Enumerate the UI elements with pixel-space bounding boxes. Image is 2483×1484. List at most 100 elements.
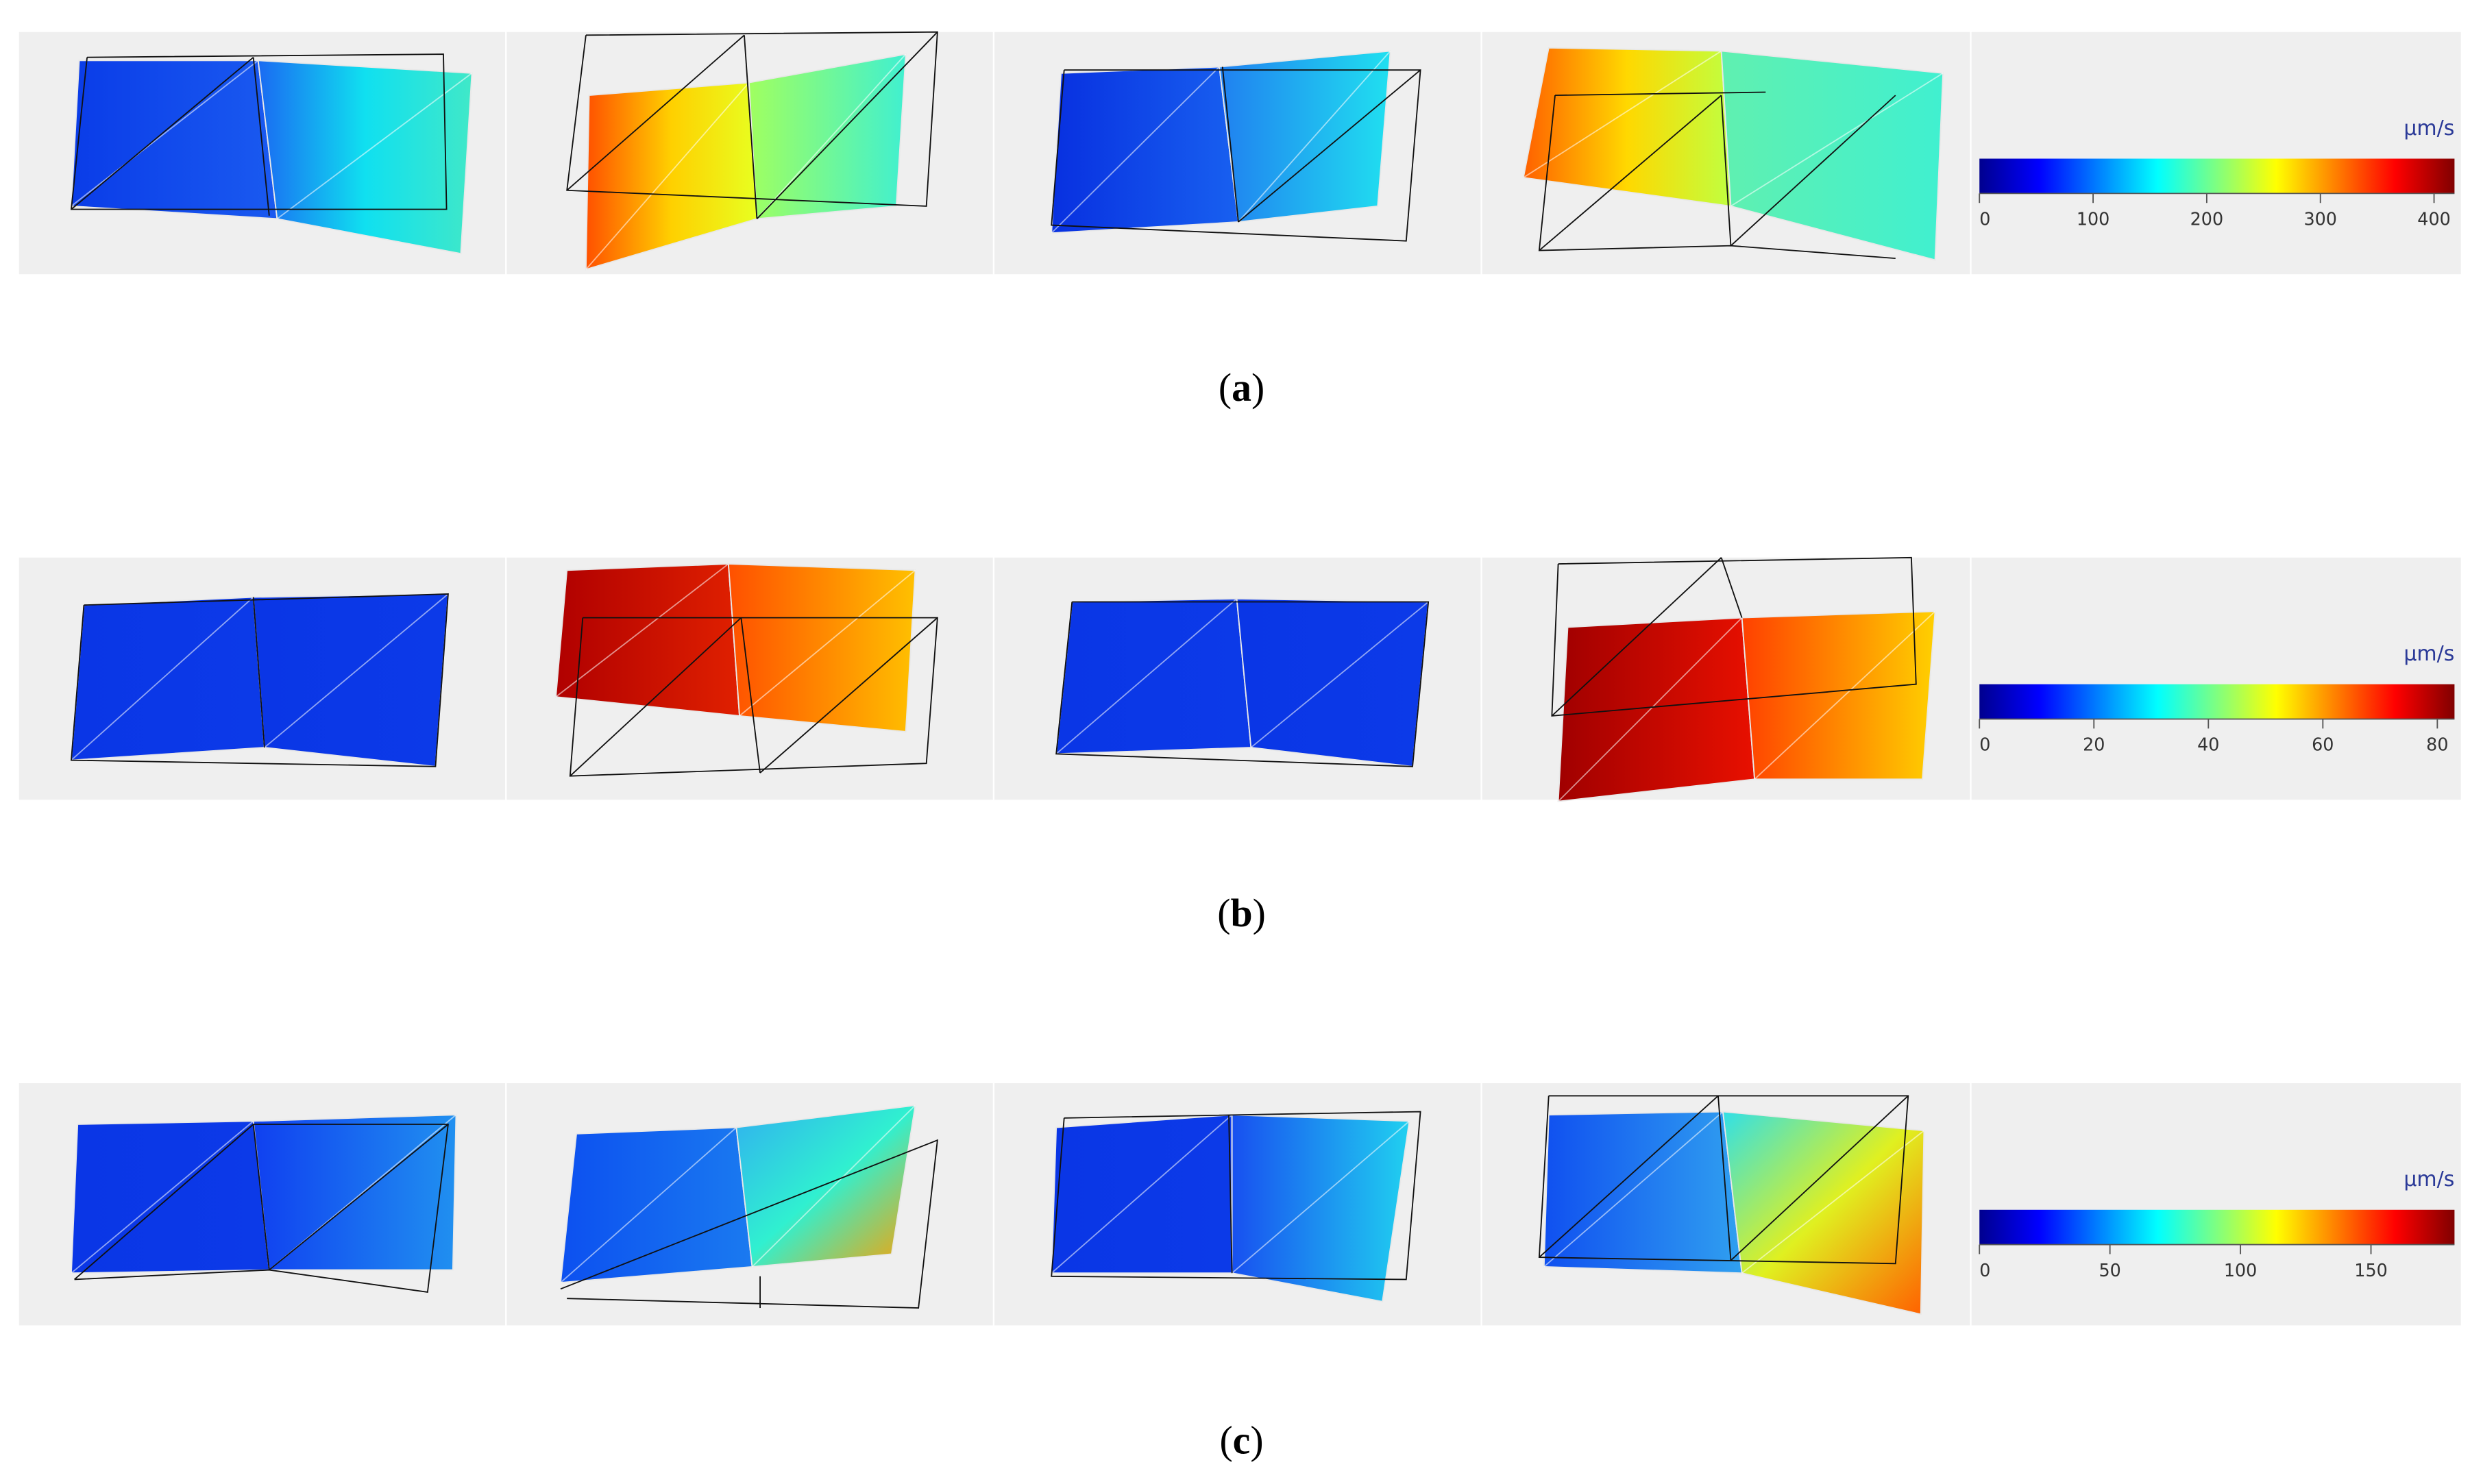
panel-diagonal: [1051, 66, 1220, 234]
deformed-panel: [1236, 597, 1430, 767]
undeformed-wireframe: [1720, 95, 1732, 246]
panel-caption: (c): [1219, 1420, 1263, 1463]
mode-view: [559, 1104, 938, 1309]
undeformed-wireframe: [73, 1124, 449, 1293]
colorbar: [1979, 1209, 2455, 1245]
deformed-panel: [70, 596, 265, 761]
deformed-panel: [252, 593, 449, 767]
panel-diagonal: [1523, 50, 1722, 179]
undeformed-wireframe: [756, 32, 938, 219]
panel-diagonal: [71, 1120, 254, 1274]
undeformed-wireframe: [252, 1124, 270, 1270]
panel-diagonal: [1055, 598, 1238, 755]
mode-view: [71, 1114, 457, 1293]
colorbar-tick-label: 150: [2354, 1260, 2388, 1281]
undeformed-wireframe: [566, 34, 745, 191]
panel-diagonal: [585, 82, 750, 270]
panel-diagonal: [1543, 1111, 1724, 1267]
colorbar-tick-label: 0: [1979, 1260, 1990, 1281]
undeformed-wireframe: [1228, 1115, 1233, 1274]
panel-diagonal: [1250, 601, 1429, 748]
undeformed-wireframe: [1051, 69, 1421, 242]
undeformed-wireframe: [252, 57, 270, 216]
colorbar-tick-label: 80: [2426, 734, 2448, 755]
view-background: [1971, 32, 2461, 275]
deformed-panel: [1231, 1114, 1410, 1302]
colorbar-tick-label: 0: [1979, 734, 1990, 755]
caption-part: ): [1250, 1420, 1263, 1463]
colorbar-unit: µm/s: [2404, 116, 2454, 140]
undeformed-wireframe: [70, 53, 448, 210]
panel-diagonal: [1557, 617, 1743, 802]
colorbar-tick-label: 20: [2083, 734, 2105, 755]
colorbar-tick-label: 300: [2303, 209, 2337, 230]
undeformed-wireframe: [1539, 95, 1722, 251]
undeformed-wireframe: [1551, 557, 1722, 717]
undeformed-wireframe: [70, 593, 449, 767]
undeformed-wireframe: [1051, 1111, 1421, 1281]
undeformed-wireframe: [740, 617, 761, 774]
undeformed-wireframe: [1221, 66, 1239, 223]
deformed-panel: [748, 53, 907, 220]
deformed-panel: [257, 60, 473, 255]
panel-diagonal: [276, 73, 473, 220]
undeformed-wireframe: [1720, 557, 1743, 618]
mode-view: [1538, 1095, 1925, 1315]
colorbar-unit: µm/s: [2404, 1167, 2454, 1191]
colorbar: [1979, 684, 2455, 719]
undeformed-wireframe: [759, 617, 938, 774]
mode-view: [1051, 50, 1421, 242]
panel-diagonal: [1232, 1120, 1410, 1274]
mode-view: [70, 593, 449, 767]
caption-part: ): [1253, 892, 1266, 935]
panel-diagonal: [1754, 610, 1936, 780]
undeformed-wireframe: [1238, 69, 1421, 223]
deformed-panel: [1557, 617, 1756, 802]
mode-row: µm/s 0 50 100 150: [19, 1083, 2461, 1326]
panel-diagonal: [1051, 1114, 1233, 1274]
undeformed-wireframe: [252, 597, 265, 748]
panel-diagonal: [1741, 1130, 1924, 1274]
panel-diagonal: [1730, 72, 1944, 207]
mode-view: [1051, 1111, 1421, 1302]
panel-diagonal: [555, 563, 729, 697]
colorbar-tick-label: 100: [2224, 1260, 2258, 1281]
deformed-panel: [559, 1126, 753, 1284]
deformed-panel: [1219, 50, 1391, 223]
undeformed-wireframe: [566, 31, 938, 207]
undeformed-wireframe: [1551, 556, 1917, 717]
colorbar-tick-label: 200: [2190, 209, 2224, 230]
colorbar-tick-label: 0: [1979, 209, 1990, 230]
panel-diagonal: [264, 593, 449, 748]
deformed-panel: [252, 1114, 457, 1271]
colorbar-tick-label: 50: [2099, 1260, 2120, 1281]
undeformed-wireframe: [560, 1139, 938, 1309]
mode-row: µm/s 0 20 40 60 80: [19, 556, 2461, 802]
mode-row: µm/s 0 100 200 300 400: [19, 31, 2461, 275]
undeformed-wireframe: [1730, 1095, 1909, 1261]
panel-diagonal: [756, 53, 907, 219]
panel-caption: (a): [1219, 367, 1264, 410]
undeformed-wireframe: [1055, 601, 1430, 767]
colorbar-tick-label: 60: [2312, 734, 2334, 755]
caption-part: a: [1232, 367, 1251, 410]
colorbar-tick-label: 40: [2197, 734, 2219, 755]
colorbar-tick-label: 400: [2417, 209, 2451, 230]
mode-view: [566, 31, 938, 271]
deformed-panel: [1543, 1111, 1743, 1274]
undeformed-wireframe: [1539, 1095, 1719, 1258]
deformed-panel: [555, 563, 741, 717]
undeformed-wireframe: [1538, 1095, 1909, 1265]
view-background: [1971, 1083, 2461, 1326]
panel-diagonal: [71, 596, 254, 761]
mode-view: [555, 563, 938, 777]
caption-part: ): [1251, 367, 1264, 410]
colorbar-unit: µm/s: [2404, 642, 2454, 666]
colorbar: [1979, 158, 2455, 194]
panel-diagonal: [739, 569, 916, 717]
deformed-panel: [71, 60, 278, 220]
deformed-panel: [1741, 610, 1936, 780]
caption-part: c: [1233, 1420, 1251, 1463]
